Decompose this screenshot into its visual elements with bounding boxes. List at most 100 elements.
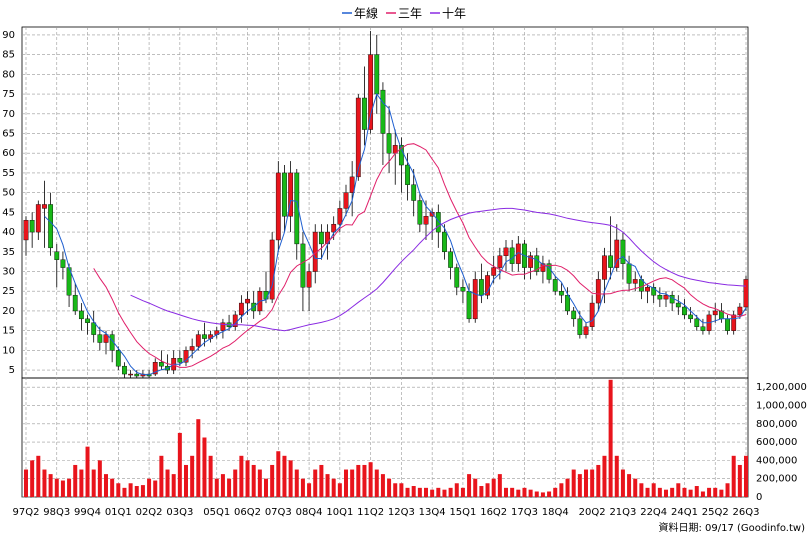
- x-tick-label: 05Q1: [203, 507, 230, 518]
- candle-body: [35, 204, 41, 233]
- x-tick-label: 24Q1: [671, 507, 698, 518]
- volume-bar: [627, 474, 632, 497]
- y-tick-label: 20: [2, 306, 15, 317]
- volume-bar: [331, 478, 336, 497]
- y-tick-label: 65: [2, 128, 15, 139]
- candle-body: [374, 54, 380, 95]
- candle-body: [411, 184, 417, 201]
- volume-bar: [614, 455, 619, 497]
- candle-body: [620, 239, 626, 264]
- volume-bar: [534, 491, 539, 497]
- candle-body: [675, 302, 681, 308]
- volume-bar: [645, 487, 650, 497]
- volume-bar: [97, 460, 102, 497]
- volume-bar: [307, 483, 312, 497]
- candle-body: [558, 291, 564, 296]
- candle-body: [737, 306, 743, 316]
- candle-body: [48, 204, 54, 249]
- volume-bar: [257, 469, 262, 497]
- y-tick-label: 70: [2, 109, 15, 120]
- volume-bar: [454, 483, 459, 497]
- volume-bar: [411, 486, 416, 497]
- candle-body: [91, 322, 97, 335]
- x-tick-label: 08Q4: [296, 507, 323, 518]
- volume-bar: [54, 478, 59, 497]
- candle-body: [183, 350, 189, 363]
- volume-bar: [190, 455, 195, 497]
- x-tick-label: 25Q2: [702, 507, 729, 518]
- candle-body: [743, 279, 749, 308]
- volume-bar: [393, 483, 398, 497]
- candle-body: [534, 255, 540, 272]
- volume-bar: [731, 455, 736, 497]
- x-tick-label: 01Q1: [105, 507, 132, 518]
- candle-body: [318, 231, 324, 245]
- volume-bar: [676, 483, 681, 497]
- y-tick-label: 15: [2, 326, 15, 337]
- candle-body: [195, 334, 201, 347]
- volume-bar: [153, 480, 158, 497]
- candle-body: [386, 133, 392, 154]
- x-tick-label: 22Q4: [640, 507, 667, 518]
- candle-body: [177, 358, 183, 363]
- x-tick-label: 10Q1: [326, 507, 353, 518]
- candle-body: [725, 318, 730, 331]
- candle-body: [577, 318, 583, 335]
- volume-bar: [171, 474, 176, 497]
- x-tick-label: 03Q3: [166, 507, 193, 518]
- volume-bar: [165, 469, 170, 497]
- volume-bar: [473, 478, 478, 497]
- volume-bar: [639, 483, 644, 497]
- volume-bar: [42, 469, 47, 497]
- volume-bar: [104, 474, 108, 497]
- candle-body: [158, 362, 164, 367]
- candle-body: [294, 172, 300, 245]
- candle-body: [602, 255, 607, 280]
- volume-bar: [387, 478, 392, 497]
- volume-bar: [584, 469, 588, 497]
- volume-bar: [159, 455, 164, 497]
- y-tick-label: 75: [2, 89, 15, 100]
- price-panel: [21, 26, 749, 379]
- candle-body: [23, 220, 29, 241]
- volume-bar: [300, 478, 305, 497]
- volume-bar: [664, 489, 668, 497]
- volume-bar: [504, 487, 508, 497]
- y2-tick-label: 800,000: [756, 419, 797, 430]
- volume-bar: [214, 478, 219, 497]
- volume-bar: [202, 437, 207, 497]
- candle-body: [355, 97, 361, 178]
- volume-bar: [725, 483, 730, 497]
- candle-body: [645, 287, 650, 292]
- volume-bar: [694, 486, 699, 497]
- volume-bar: [60, 480, 65, 497]
- candle-body: [571, 310, 577, 320]
- candle-body: [583, 326, 589, 335]
- volume-bar: [737, 464, 742, 497]
- volume-bar: [380, 474, 385, 497]
- candle-body: [552, 279, 558, 292]
- volume-bar: [571, 469, 576, 497]
- volume-bar: [362, 464, 367, 497]
- y-tick-label: 35: [2, 247, 15, 258]
- volume-bar: [122, 487, 127, 497]
- volume-bar: [128, 483, 133, 497]
- candle-body: [454, 267, 460, 288]
- volume-bar: [116, 483, 121, 497]
- candle-body: [565, 294, 570, 312]
- candle-body: [657, 294, 663, 300]
- volume-bar: [227, 478, 232, 497]
- candle-body: [442, 231, 447, 252]
- y2-tick-label: 0: [756, 492, 762, 503]
- y2-tick-label: 200,000: [756, 474, 797, 485]
- candle-body: [448, 251, 454, 268]
- volume-bar: [208, 455, 213, 497]
- volume-bar: [436, 487, 441, 497]
- candle-body: [245, 298, 250, 304]
- legend-label: 年線: [354, 6, 378, 21]
- candle-body: [398, 145, 404, 166]
- candle-body: [460, 287, 466, 292]
- y2-tick-label: 1,000,000: [756, 400, 807, 411]
- volume-bar: [479, 486, 484, 497]
- candle-body: [509, 247, 515, 264]
